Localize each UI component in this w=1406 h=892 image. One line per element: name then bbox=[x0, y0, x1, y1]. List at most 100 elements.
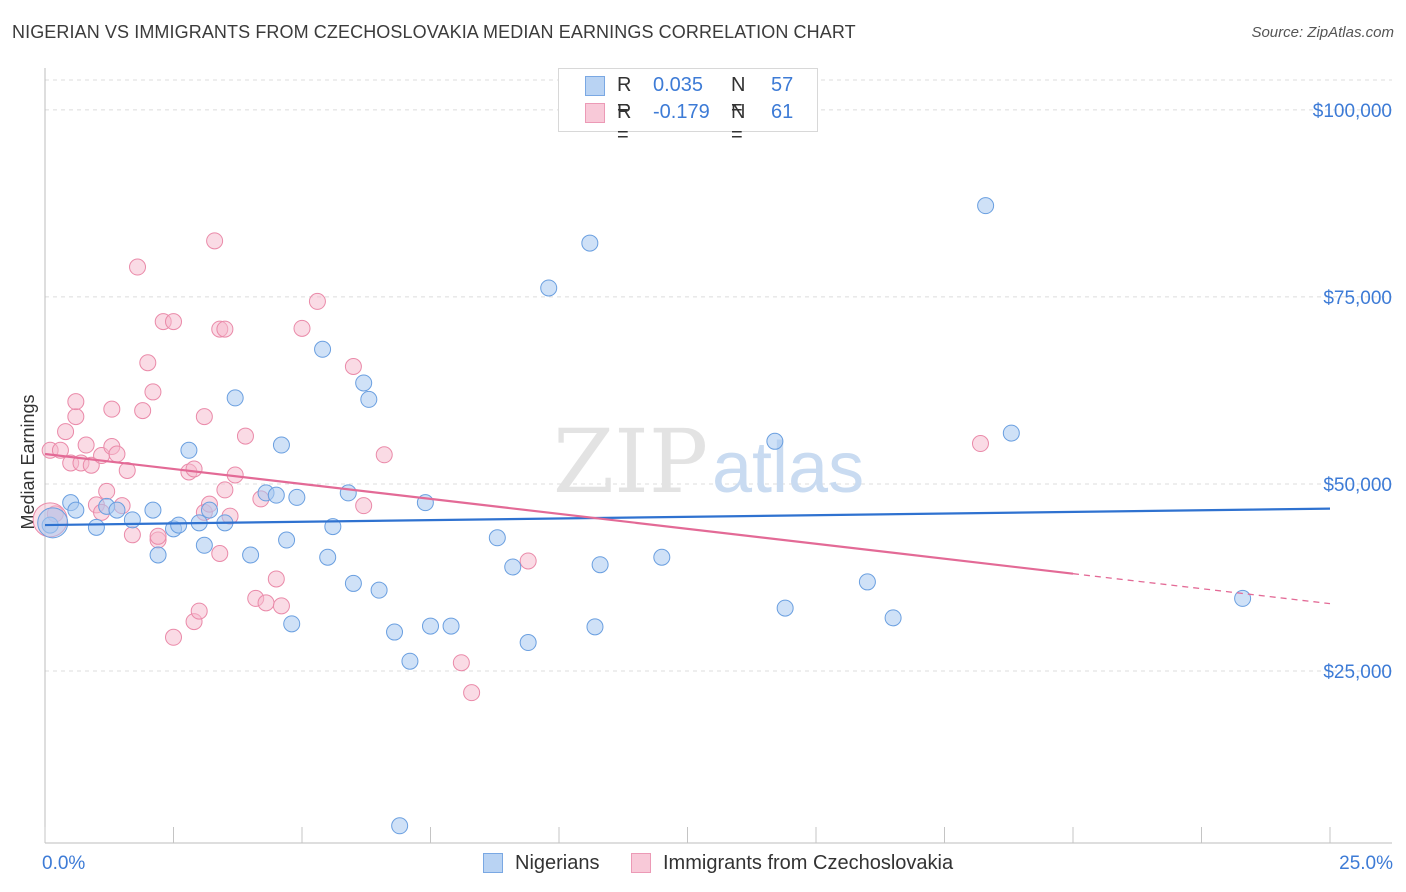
legend-label-czechoslovakia: Immigrants from Czechoslovakia bbox=[663, 852, 954, 874]
chart-title: NIGERIAN VS IMMIGRANTS FROM CZECHOSLOVAK… bbox=[12, 22, 856, 42]
data-point-czechoslovakia bbox=[129, 258, 147, 276]
data-point-czechoslovakia bbox=[267, 570, 285, 588]
legend-n-label: N = bbox=[731, 101, 746, 146]
y-tick-label: $100,000 bbox=[1313, 101, 1392, 122]
legend-swatch-blue bbox=[483, 853, 503, 873]
legend-swatch-blue bbox=[585, 76, 605, 96]
legend-n-value: 61 bbox=[771, 101, 794, 123]
data-point-nigerians bbox=[144, 501, 162, 519]
data-point-czechoslovakia bbox=[67, 408, 85, 426]
data-point-nigerians bbox=[370, 581, 388, 599]
data-point-czechoslovakia bbox=[98, 482, 116, 500]
data-point-nigerians bbox=[591, 556, 609, 574]
series-legend: Nigerians Immigrants from Czechoslovakia bbox=[0, 852, 1406, 878]
data-point-czechoslovakia bbox=[123, 526, 141, 544]
data-point-nigerians bbox=[360, 390, 378, 408]
data-point-nigerians bbox=[766, 432, 784, 450]
legend-r-value: -0.179 bbox=[653, 101, 710, 123]
data-point-czechoslovakia bbox=[463, 684, 481, 702]
data-point-nigerians bbox=[288, 488, 306, 506]
data-point-nigerians bbox=[344, 574, 362, 592]
data-point-nigerians bbox=[540, 279, 558, 297]
data-point-nigerians bbox=[581, 234, 599, 252]
data-point-czechoslovakia bbox=[139, 354, 157, 372]
data-point-nigerians bbox=[324, 518, 342, 536]
data-point-nigerians bbox=[339, 484, 357, 502]
legend-r-label: R = bbox=[617, 101, 632, 146]
data-point-czechoslovakia bbox=[165, 313, 182, 331]
data-point-nigerians bbox=[87, 518, 105, 536]
data-point-nigerians bbox=[108, 501, 126, 519]
data-point-czechoslovakia bbox=[308, 292, 326, 310]
data-point-nigerians bbox=[1234, 589, 1252, 607]
data-point-nigerians bbox=[195, 536, 213, 554]
x-tick-label: 0.0% bbox=[42, 853, 85, 874]
watermark: ZIP atlas bbox=[553, 410, 864, 513]
data-point-czechoslovakia bbox=[190, 602, 208, 620]
data-point-nigerians bbox=[1002, 424, 1020, 442]
data-point-nigerians bbox=[272, 436, 290, 454]
data-point-nigerians bbox=[149, 546, 167, 564]
legend-r-label: R = bbox=[617, 74, 632, 119]
data-point-nigerians bbox=[242, 546, 260, 564]
data-point-czechoslovakia bbox=[149, 527, 167, 545]
data-point-nigerians bbox=[519, 634, 537, 652]
data-point-czechoslovakia bbox=[108, 445, 126, 463]
data-point-nigerians bbox=[67, 501, 85, 519]
legend-label-nigerians: Nigerians bbox=[515, 852, 600, 874]
data-point-nigerians bbox=[884, 609, 902, 627]
trend-line-nigerians bbox=[44, 507, 1331, 527]
data-point-czechoslovakia bbox=[236, 427, 254, 445]
data-point-nigerians bbox=[123, 511, 141, 529]
data-point-czechoslovakia bbox=[452, 654, 470, 672]
source-label: Source: ZipAtlas.com bbox=[1251, 24, 1394, 41]
data-point-czechoslovakia bbox=[118, 461, 136, 479]
data-point-czechoslovakia bbox=[144, 383, 162, 401]
data-point-nigerians bbox=[355, 374, 373, 392]
data-point-czechoslovakia bbox=[216, 481, 234, 499]
data-point-czechoslovakia bbox=[77, 436, 95, 454]
correlation-legend: R = 0.035 N = 57 R = -0.179 N = 61 bbox=[558, 68, 818, 146]
data-point-nigerians bbox=[442, 617, 460, 635]
data-point-czechoslovakia bbox=[67, 393, 85, 411]
data-point-czechoslovakia bbox=[165, 628, 182, 646]
legend-swatch-pink bbox=[585, 103, 605, 123]
data-point-czechoslovakia bbox=[344, 357, 362, 375]
data-point-czechoslovakia bbox=[519, 552, 537, 570]
data-point-nigerians bbox=[226, 389, 244, 407]
data-point-czechoslovakia bbox=[206, 232, 224, 250]
series-czechoslovakia-points bbox=[32, 232, 989, 702]
data-point-nigerians bbox=[858, 573, 876, 591]
y-tick-label: $25,000 bbox=[1323, 662, 1392, 683]
data-point-nigerians bbox=[314, 340, 332, 358]
trend-line-czechoslovakia bbox=[44, 452, 1074, 575]
data-point-czechoslovakia bbox=[971, 435, 989, 453]
data-point-nigerians bbox=[386, 623, 404, 641]
data-point-nigerians bbox=[488, 529, 506, 547]
data-point-nigerians bbox=[180, 441, 198, 459]
y-tick-label: $50,000 bbox=[1323, 475, 1392, 496]
data-point-nigerians bbox=[319, 548, 337, 566]
data-point-czechoslovakia bbox=[185, 460, 203, 478]
data-point-nigerians bbox=[776, 599, 794, 617]
data-point-nigerians-large bbox=[37, 507, 69, 539]
data-point-czechoslovakia bbox=[355, 497, 373, 515]
series-nigerians-points bbox=[37, 197, 1252, 835]
watermark-zip: ZIP bbox=[553, 410, 708, 513]
y-tick-label: $75,000 bbox=[1323, 288, 1392, 309]
data-point-nigerians bbox=[170, 516, 188, 534]
data-point-nigerians bbox=[586, 618, 604, 636]
trend-line-czechoslovakia-extrapolated bbox=[1072, 573, 1331, 605]
data-point-czechoslovakia bbox=[257, 594, 275, 612]
grid-lines bbox=[45, 79, 1392, 672]
x-tick-label: 25.0% bbox=[1339, 853, 1393, 874]
data-point-czechoslovakia bbox=[293, 319, 311, 337]
data-point-czechoslovakia bbox=[216, 320, 234, 338]
data-point-czechoslovakia bbox=[134, 402, 152, 420]
y-tick-labels: $25,000 $50,000 $75,000 $100,000 bbox=[1313, 101, 1392, 683]
data-point-czechoslovakia bbox=[375, 446, 393, 464]
data-point-nigerians bbox=[422, 617, 439, 635]
legend-swatch-pink bbox=[631, 853, 651, 873]
data-point-czechoslovakia bbox=[103, 400, 121, 418]
